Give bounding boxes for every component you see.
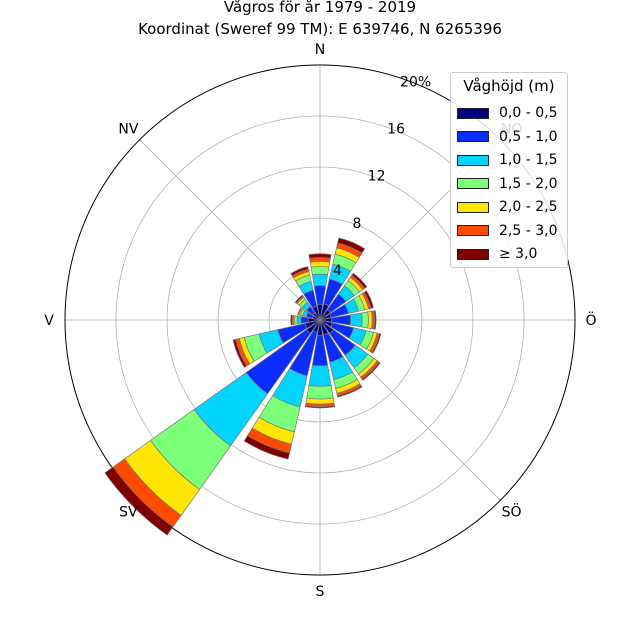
rose-bar-sector-14-class-6	[294, 294, 304, 304]
direction-label: S	[316, 584, 325, 600]
rose-bar-sector-5-class-6	[371, 333, 382, 354]
radial-tick-label: 16	[387, 122, 405, 138]
grid-ring	[115, 115, 525, 525]
rose-bar-sector-6-class-6	[361, 361, 381, 381]
rose-bar-sector-12-class-1	[300, 316, 310, 324]
grid-spoke	[139, 139, 321, 321]
direction-label: V	[44, 313, 54, 329]
legend-label: 2,0 - 2,5	[499, 199, 558, 215]
radial-tick-label: 12	[368, 169, 386, 185]
legend-label: 2,5 - 3,0	[499, 222, 558, 239]
legend-label: ≥ 3,0	[499, 246, 538, 262]
legend: Våghöjd (m) 0,0 - 0,5 0,5 - 1,0 1,0 - 1,5 1…	[450, 72, 568, 268]
rose-bar-sector-0-class-3	[310, 266, 330, 276]
rose-bars	[104, 237, 382, 536]
rose-bar-sector-8-class-6	[304, 405, 336, 409]
legend-item: 2,5 - 3,0	[457, 221, 557, 241]
legend-item: 0,0 - 0,5	[457, 103, 557, 123]
grid-ring	[217, 217, 423, 423]
rose-bar-sector-8-class-2	[308, 364, 332, 387]
legend-label: 0,0 - 0,5	[499, 105, 558, 121]
radial-tick-label: 4	[333, 263, 342, 279]
radial-tick-label: 8	[353, 216, 362, 232]
legend-item: 1,5 - 2,0	[457, 174, 557, 194]
rose-bar-sector-4-class-2	[349, 312, 363, 328]
grid-ring	[166, 166, 474, 474]
direction-label: N	[315, 42, 325, 58]
rose-bar-sector-8-class-4	[305, 397, 335, 405]
direction-label: SÖ	[502, 503, 522, 521]
rose-bar-sector-3-class-6	[363, 290, 374, 309]
outer-ring	[64, 64, 576, 576]
rose-bar-sector-0-class-4	[309, 260, 331, 268]
radial-tick-label: 20%	[400, 74, 431, 90]
rose-bar-sector-1-class-6	[337, 237, 366, 254]
legend-label: 1,0 - 1,5	[499, 152, 558, 168]
legend-swatch	[457, 225, 489, 236]
legend-swatch	[457, 131, 489, 142]
rose-bar-sector-2-class-6	[351, 272, 368, 289]
rose-bar-sector-15-class-6	[290, 266, 309, 277]
legend-swatch	[457, 201, 489, 213]
legend-swatch	[457, 154, 489, 166]
radial-tick-labels: 4 8 12 16 20%	[333, 74, 431, 279]
legend-title: Våghöjd (m)	[463, 77, 555, 95]
rose-bar-sector-0-class-6	[308, 253, 332, 259]
rose-bar-sector-8-class-3	[306, 384, 334, 400]
rose-bar-sector-10-class-6	[104, 466, 174, 536]
legend-swatch	[457, 178, 489, 189]
rose-bar-sector-0-class-2	[311, 273, 329, 287]
rose-bar-sector-4-class-6	[373, 310, 377, 330]
legend-item: 1,0 - 1,5	[457, 150, 557, 170]
direction-label: Ö	[585, 311, 596, 329]
legend-label: 1,5 - 2,0	[499, 175, 558, 192]
rose-bar-sector-12-class-2	[296, 315, 302, 325]
rose-bar-sector-11-class-6	[232, 338, 248, 368]
chart-title-line1: Vågros för år 1979 - 2019	[224, 0, 416, 16]
rose-bar-sector-12-class-6	[290, 314, 293, 326]
legend-item: 2,0 - 2,5	[457, 197, 557, 217]
direction-label: SV	[119, 505, 138, 521]
legend-swatch	[457, 107, 489, 119]
rose-bar-sector-13-class-5	[297, 307, 303, 316]
legend-swatch	[457, 248, 489, 260]
rose-bar-sector-9-class-6	[243, 435, 290, 460]
chart-title-line2: Koordinat (Sweref 99 TM): E 639746, N 62…	[138, 20, 502, 38]
legend-item: ≥ 3,0	[457, 244, 537, 264]
legend-item: 0,5 - 1,0	[457, 127, 557, 147]
direction-label: NV	[118, 121, 138, 137]
rose-bar-sector-7-class-6	[336, 385, 363, 398]
rose-bar-sector-4-class-3	[361, 311, 369, 329]
legend-label: 0,5 - 1,0	[499, 128, 558, 145]
